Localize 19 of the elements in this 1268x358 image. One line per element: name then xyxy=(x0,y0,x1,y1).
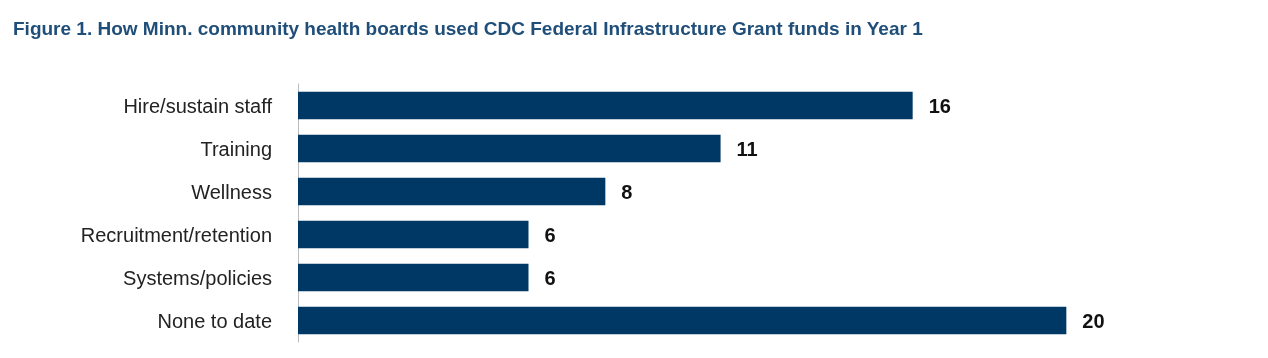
data-label: 6 xyxy=(544,266,556,289)
data-label: 20 xyxy=(1082,309,1105,332)
data-label: 8 xyxy=(621,180,633,203)
data-label: 11 xyxy=(736,137,758,160)
bar xyxy=(298,306,1067,335)
y-tick-label: Hire/sustain staff xyxy=(123,94,273,117)
bar xyxy=(298,134,721,163)
data-label: 6 xyxy=(544,223,556,246)
y-tick-label: Training xyxy=(200,137,272,160)
y-tick-label: Systems/policies xyxy=(123,266,272,289)
data-label: 16 xyxy=(928,94,951,117)
y-tick-label: None to date xyxy=(157,309,272,332)
y-tick-label: Recruitment/retention xyxy=(80,223,272,246)
bar xyxy=(298,220,529,249)
bar xyxy=(298,263,529,292)
bar xyxy=(298,91,913,120)
bar xyxy=(298,177,606,206)
y-tick-label: Wellness xyxy=(191,180,272,203)
chart-title: Figure 1. How Minn. community health boards used CDC Federal Infrastructure Grant funds in Year 1 xyxy=(13,18,924,39)
